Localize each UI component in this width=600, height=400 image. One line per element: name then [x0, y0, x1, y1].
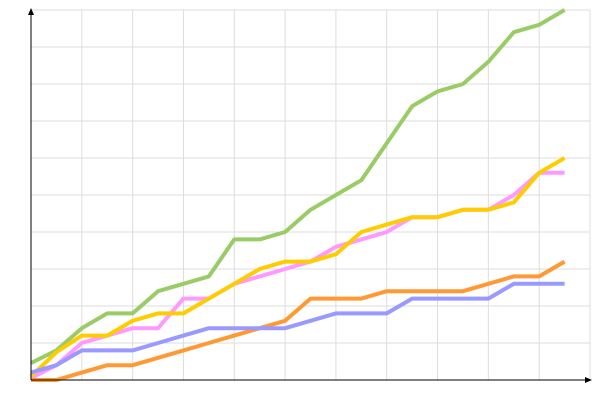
axes [28, 8, 592, 383]
series-line [30, 281, 565, 375]
series-line [29, 156, 566, 378]
series-line [30, 170, 565, 380]
series-line [31, 259, 566, 382]
x-axis-arrow [585, 377, 592, 383]
series-line [30, 8, 566, 365]
grid [31, 9, 591, 380]
plot-area [29, 8, 566, 382]
y-axis-arrow [28, 8, 34, 15]
